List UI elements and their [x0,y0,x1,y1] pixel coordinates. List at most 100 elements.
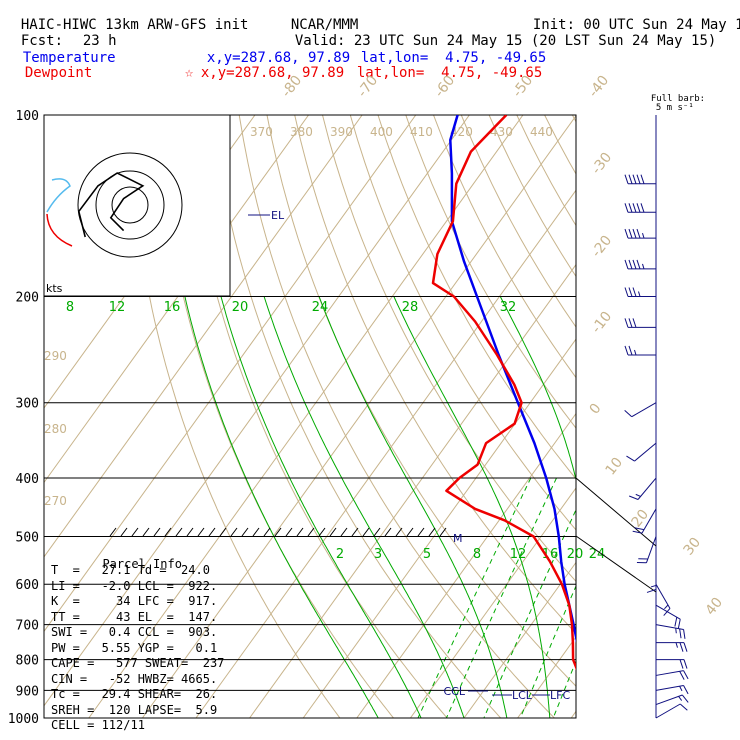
wind-connector [575,535,657,593]
hodograph-segment-upper [46,178,71,213]
wind-barb-flag [683,642,688,652]
wind-barb [624,174,656,185]
pressure-tick-label: 600 [16,578,39,593]
dry-adiabat-line [210,115,502,718]
wind-barb-flag [628,345,633,356]
wind-barb [656,642,688,652]
wind-barb-flag [626,455,635,462]
instability-tick [252,527,260,537]
wind-barb-flag [636,259,641,270]
dry-adiabat-line [349,115,576,531]
moist-adiabat-line [499,296,576,482]
dry-adiabat-line [322,115,576,583]
wind-barb-staff [645,536,657,563]
wind-barb [632,508,657,534]
wind-barb-flag [632,530,643,534]
instability-tick [131,527,139,537]
mixing-ratio-label: 24 [312,300,329,315]
hodograph-ring [111,186,149,224]
fcst-value: 23 h [82,33,117,49]
instability-tick [406,527,414,537]
pressure-tick-label: 200 [16,291,39,306]
wind-barb-flag [646,588,657,593]
mixing-ratio-label: 5 [423,547,431,562]
instability-tick [208,527,216,537]
mixing-ratio-label: 24 [589,547,606,562]
wind-barb-flag [624,228,629,239]
parcel-info-row: TT = 43 EL = 147. [51,609,218,624]
wind-barb-flag [640,203,645,213]
hodograph-ring [95,170,165,240]
wind-barb [655,670,689,680]
parcel-info-row: K = 34 LFC = 917. [51,594,218,608]
wind-barb-staff [655,583,671,609]
mixing-ratio-label: 8 [473,547,481,562]
isotherm-line [249,263,576,718]
wind-barb [624,203,656,213]
instability-tick [230,527,238,537]
wind-barb-flag [636,228,641,239]
legend-dewpoint: Dewpoint [24,65,93,81]
barb-legend-label: Full barb: [650,94,706,104]
pressure-tick-label: 500 [16,530,39,545]
wind-barb-flag [624,318,629,328]
wind-barb-flag [632,287,637,297]
isotherm-label: 0 [587,401,605,418]
wind-barb-flag [624,203,629,213]
dry-adiabat-line [683,115,740,718]
wind-barb [655,685,689,695]
theta-label: 440 [530,125,553,139]
wind-barb-staff [655,703,681,719]
dry-adiabat-line [183,115,448,718]
mixing-ratio-line [577,478,674,718]
isotherm-label: -60 [432,73,459,101]
instability-tick [362,527,370,537]
wind-barb-flag [628,495,639,500]
valid-time: Valid: 23 UTC Sun 24 May 15 (20 LST Sun … [294,33,717,49]
pressure-tick-label: 1000 [8,712,39,727]
mixing-ratio-label: 28 [402,300,419,315]
wind-barb-flag [650,584,657,588]
wind-barb-flag [679,628,682,639]
pressure-tick-label: 400 [16,472,39,487]
instability-tick [428,527,436,537]
instability-tick [296,527,304,537]
instability-tick [384,527,392,537]
wind-barb [656,659,688,669]
wind-barb-flag [675,628,677,634]
moist-adiabat-line [220,296,422,718]
wind-barb-flag [683,685,689,695]
instability-tick [109,527,117,537]
hodograph-segment-lower [46,213,73,247]
wind-barb-flag [634,527,645,531]
instability-tick [219,527,227,537]
instability-tick [417,527,425,537]
dry-adiabat-line [516,115,576,227]
pressure-tick-label: 100 [16,109,39,124]
isotherm-line [141,115,576,718]
instability-tick [395,527,403,537]
wind-barb [655,604,681,629]
parcel-info-row: T = 27.1 Td = 24.0 [51,563,210,577]
wind-barb-flag [679,703,688,711]
instability-tick [351,527,359,537]
hodograph-units-label: kts [46,282,63,295]
instability-tick [120,527,128,537]
theta-label: 430 [490,125,513,139]
wind-barb-flag [675,642,678,648]
instability-tick [340,527,348,537]
dry-adiabat-line [656,115,740,718]
wind-barb-flag [642,263,645,270]
instability-tick [274,527,282,537]
dry-adiabat-line [405,115,576,429]
instability-tick [153,527,161,537]
wind-barb-staff [637,477,657,500]
mixing-ratio-line [613,478,706,718]
wind-barb-staff [641,508,657,534]
wind-barb-flag [642,232,645,239]
dry-adiabat-line [127,115,341,718]
dry-adiabat-line [460,115,576,328]
pressure-tick-label: 800 [16,654,39,669]
isotherm-line [44,115,363,558]
